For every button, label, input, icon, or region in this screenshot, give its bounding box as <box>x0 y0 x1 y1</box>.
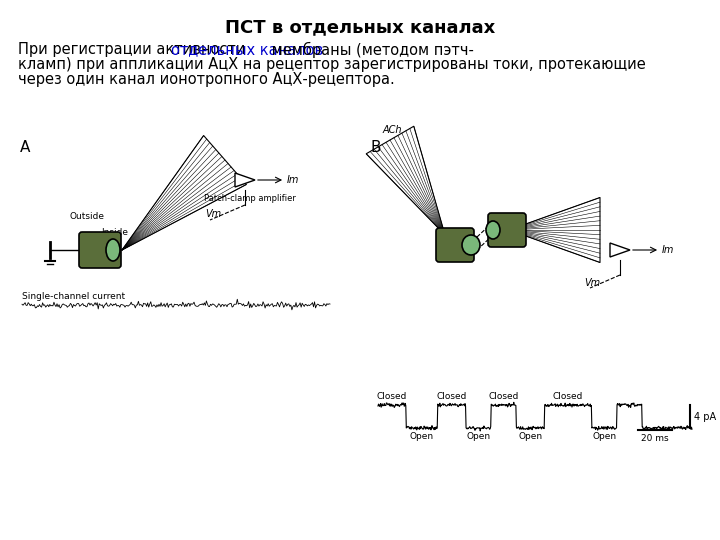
Text: кламп) при аппликации АцХ на рецептор зарегистрированы токи, протекающие: кламп) при аппликации АцХ на рецептор за… <box>18 57 646 72</box>
Text: Open: Open <box>410 432 434 441</box>
Text: мембраны (методом пэтч-: мембраны (методом пэтч- <box>266 42 474 58</box>
Text: B: B <box>370 140 380 155</box>
Text: Open: Open <box>467 432 490 441</box>
Polygon shape <box>610 243 630 257</box>
Polygon shape <box>509 198 600 262</box>
FancyBboxPatch shape <box>436 228 474 262</box>
Text: Closed: Closed <box>377 392 408 401</box>
Text: При регистрации активности: При регистрации активности <box>18 42 250 57</box>
Text: 20 ms: 20 ms <box>642 434 669 443</box>
Text: Vm: Vm <box>584 278 600 288</box>
Text: Open: Open <box>518 432 542 441</box>
Text: Inside: Inside <box>102 228 128 237</box>
Text: отдельных каналов: отдельных каналов <box>171 42 323 57</box>
Text: Patch-clamp amplifier: Patch-clamp amplifier <box>204 194 296 203</box>
Text: Closed: Closed <box>488 392 519 401</box>
Polygon shape <box>366 126 445 235</box>
Polygon shape <box>122 136 246 250</box>
Text: через один канал ионотропного АцХ-рецептора.: через один канал ионотропного АцХ-рецепт… <box>18 72 395 87</box>
Text: Im: Im <box>287 175 300 185</box>
Polygon shape <box>235 173 255 187</box>
Text: ACh: ACh <box>383 125 402 135</box>
Text: Open: Open <box>592 432 616 441</box>
Ellipse shape <box>486 221 500 239</box>
Ellipse shape <box>106 239 120 261</box>
Text: Im: Im <box>662 245 675 255</box>
Ellipse shape <box>462 235 480 255</box>
Text: A: A <box>20 140 30 155</box>
Text: 4 pA: 4 pA <box>694 411 716 422</box>
FancyBboxPatch shape <box>488 213 526 247</box>
Text: Single-channel current: Single-channel current <box>22 292 125 301</box>
FancyBboxPatch shape <box>79 232 121 268</box>
Text: Closed: Closed <box>553 392 583 401</box>
Text: ПСТ в отдельных каналах: ПСТ в отдельных каналах <box>225 18 495 36</box>
Text: Outside: Outside <box>70 212 105 221</box>
Text: Closed: Closed <box>436 392 467 401</box>
Text: Vm: Vm <box>205 209 221 219</box>
